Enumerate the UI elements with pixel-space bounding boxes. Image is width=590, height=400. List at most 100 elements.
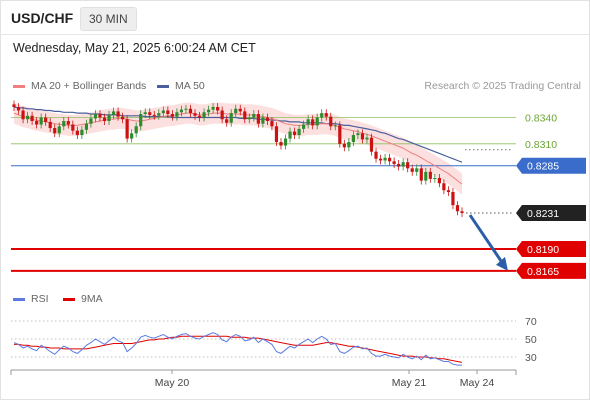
legend-9ma: 9MA <box>63 293 103 305</box>
candle-body <box>256 114 260 124</box>
level-tag-0.8231 <box>516 205 586 222</box>
candle-body <box>66 121 70 125</box>
candle-body <box>397 163 401 167</box>
candle-body <box>57 126 61 134</box>
candle-body <box>351 135 355 143</box>
candle-body <box>48 121 52 129</box>
candle-body <box>134 126 138 134</box>
candle-body <box>121 116 125 120</box>
candle-body <box>139 114 143 127</box>
candle-body <box>437 177 441 184</box>
level-label-0.8285: 0.8285 <box>527 161 559 173</box>
level-tag-0.8165 <box>516 262 586 279</box>
x-tick-label: May 24 <box>460 377 495 389</box>
candle-body <box>21 110 25 120</box>
candle-body <box>157 113 161 116</box>
candle-body <box>206 109 211 113</box>
candle-body <box>161 110 165 114</box>
rsi-9ma-line <box>14 335 463 363</box>
candle-body <box>179 109 184 113</box>
candle-body <box>80 129 84 136</box>
legend-ma20: MA 20 + Bollinger Bands <box>13 80 146 92</box>
candle-body <box>184 108 188 110</box>
candle-body <box>107 114 111 122</box>
candle-body <box>84 123 89 130</box>
candle-body <box>148 112 152 115</box>
ma50-line <box>13 106 463 163</box>
candle-body <box>25 115 30 120</box>
level-tag-0.8190 <box>516 240 586 257</box>
candle-body <box>89 118 93 124</box>
candle-body <box>12 104 16 108</box>
candle-body <box>252 114 256 118</box>
candle-body <box>455 205 460 212</box>
x-tick-label: May 21 <box>392 377 427 389</box>
candle-body <box>193 113 197 116</box>
candle-body <box>30 115 34 122</box>
candle-body <box>143 112 147 115</box>
rsi-tick-70: 70 <box>525 316 537 328</box>
candle-body <box>116 111 120 117</box>
datetime-label: Wednesday, May 21, 2025 6:00:24 AM CET <box>13 41 256 55</box>
level-label-0.8340: 0.8340 <box>525 113 557 125</box>
level-label-0.8165: 0.8165 <box>527 266 559 278</box>
candle-body <box>378 158 383 161</box>
candle-body <box>243 111 247 120</box>
level-label-0.8231: 0.8231 <box>527 208 559 220</box>
candle-body <box>315 117 319 126</box>
candle-body <box>288 131 292 139</box>
candle-body <box>424 171 428 181</box>
symbol-title: USD/CHF <box>11 10 74 26</box>
candle-body <box>360 133 365 140</box>
candle-body <box>152 114 156 116</box>
timeframe-badge[interactable]: 30 MIN <box>80 7 137 31</box>
candle-body <box>125 119 129 139</box>
candle-body <box>297 128 301 136</box>
candle-body <box>311 119 315 126</box>
rsi-tick-50: 50 <box>525 334 537 346</box>
candle-body <box>71 124 75 131</box>
candle-body <box>374 151 378 159</box>
candle-body <box>170 114 174 117</box>
candle-body <box>202 112 206 118</box>
candle-body <box>130 133 134 139</box>
forecast-arrow-shaft <box>468 214 505 265</box>
candle-body <box>62 121 66 127</box>
candle-body <box>93 114 98 119</box>
header-bar: USD/CHF 30 MIN <box>0 0 590 35</box>
ma9-swatch <box>63 297 75 301</box>
candle-body <box>247 117 251 120</box>
candle-body <box>283 138 288 146</box>
candle-body <box>270 121 274 127</box>
candle-body <box>306 119 310 125</box>
candle-body <box>415 168 419 172</box>
candle-body <box>265 117 270 122</box>
rsi-line <box>13 332 462 366</box>
candle-body <box>238 108 242 112</box>
rsi-legend-label: RSI <box>31 293 49 305</box>
candle-body <box>410 168 414 172</box>
candle-body <box>98 114 102 118</box>
candle-body <box>392 161 396 164</box>
candle-body <box>347 142 351 148</box>
ma50-swatch <box>157 84 169 88</box>
candle-body <box>419 168 423 181</box>
candle-body <box>166 110 170 115</box>
forecast-arrow-head <box>496 256 508 271</box>
candle-body <box>342 143 346 148</box>
candle-body <box>369 137 374 152</box>
candle-body <box>406 162 410 169</box>
candle-body <box>320 113 324 118</box>
ma20-swatch <box>13 84 25 88</box>
candle-body <box>383 157 387 161</box>
candle-body <box>279 142 283 146</box>
candle-body <box>216 107 220 111</box>
candle-body <box>401 162 405 167</box>
candle-body <box>44 117 48 122</box>
candle-body <box>220 110 224 120</box>
rsi-tick-30: 30 <box>525 352 537 364</box>
ma50-legend-label: MA 50 <box>175 80 205 92</box>
candle-body <box>175 112 179 117</box>
ma20-legend-label: MA 20 + Bollinger Bands <box>31 80 147 92</box>
